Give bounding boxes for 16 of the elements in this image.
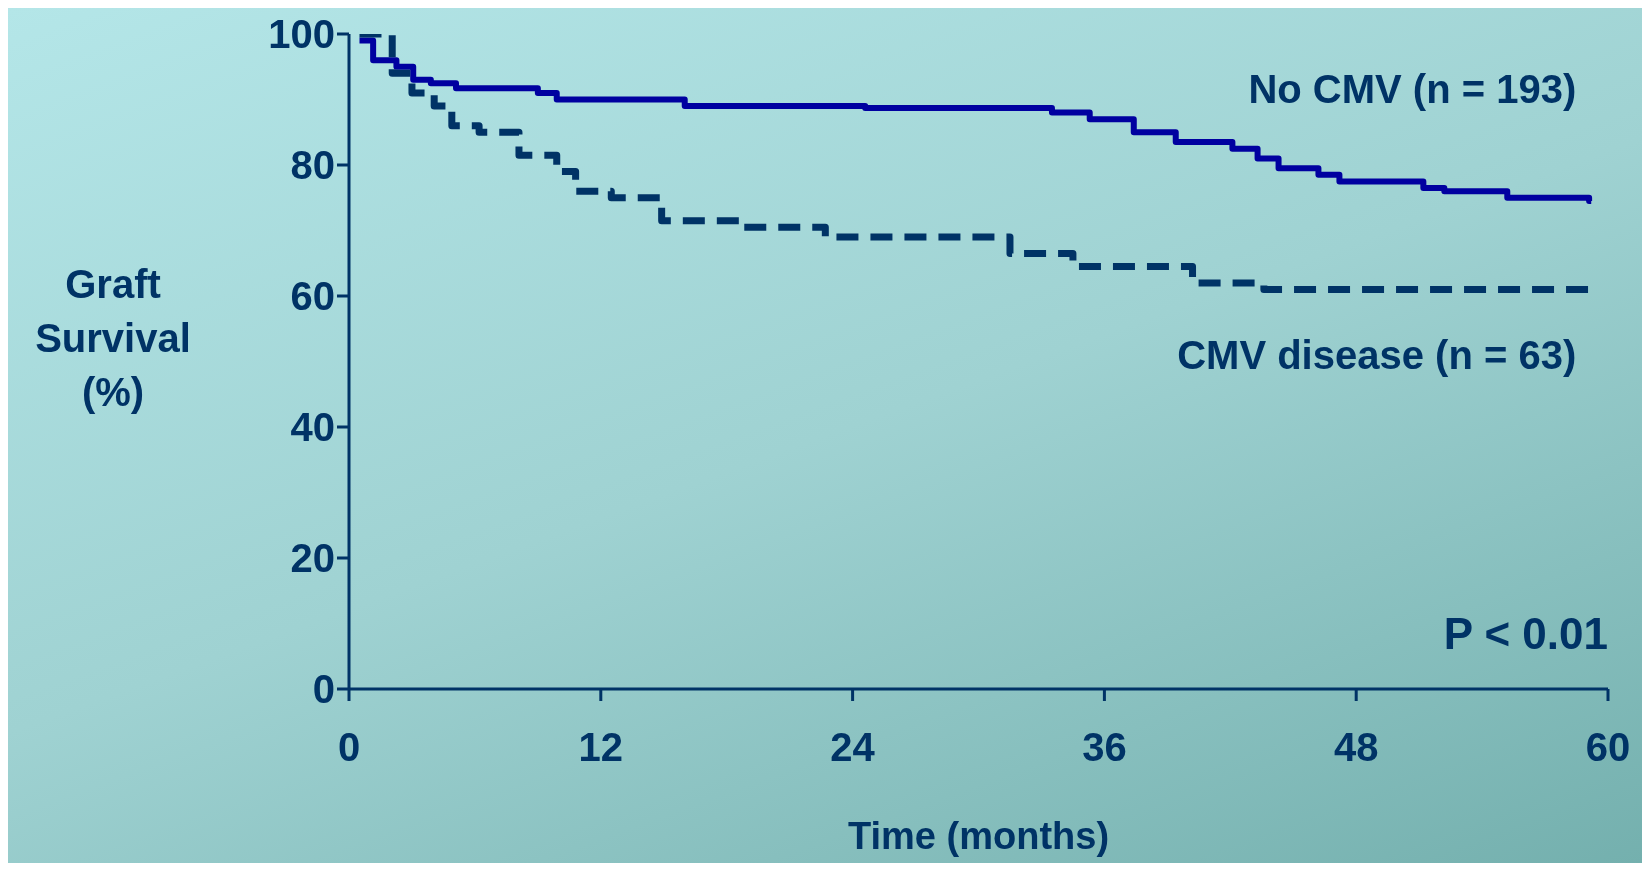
x-tick-label: 24	[830, 725, 876, 770]
series-label: CMV disease (n = 63)	[1177, 333, 1577, 379]
x-tick-label: 48	[1333, 725, 1379, 770]
y-tick-label: 100	[268, 12, 335, 57]
series-label: No CMV (n = 193)	[1248, 67, 1577, 113]
x-tick-label: 36	[1082, 725, 1127, 770]
y-tick-label: 20	[290, 536, 335, 581]
x-tick-label: 60	[1585, 725, 1631, 770]
y-axis-title: Graft Survival (%)	[34, 260, 192, 416]
x-axis-title: Time (months)	[847, 815, 1110, 857]
y-tick-label: 60	[290, 274, 335, 319]
y-tick-label: 40	[290, 405, 335, 450]
annotation: P < 0.01	[1443, 609, 1608, 659]
y-tick-label: 80	[290, 143, 335, 188]
y-tick-label: 0	[312, 667, 335, 712]
x-tick-label: 12	[578, 725, 624, 770]
